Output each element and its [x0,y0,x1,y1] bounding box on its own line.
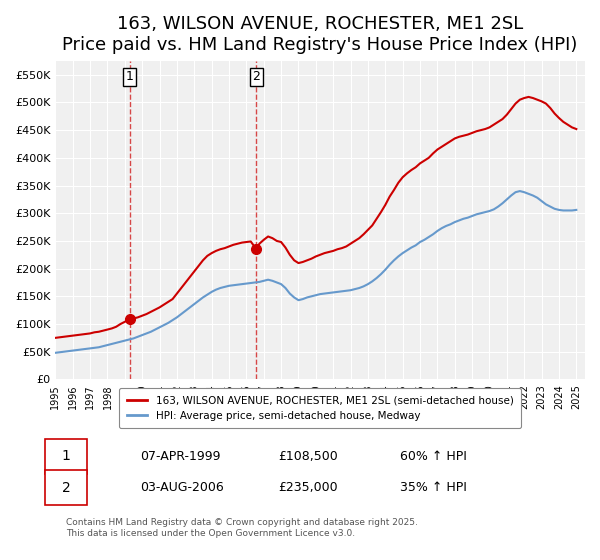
Title: 163, WILSON AVENUE, ROCHESTER, ME1 2SL
Price paid vs. HM Land Registry's House P: 163, WILSON AVENUE, ROCHESTER, ME1 2SL P… [62,15,578,54]
FancyBboxPatch shape [45,470,87,505]
Text: 1: 1 [62,449,70,463]
Text: 1: 1 [125,71,133,83]
Text: 35% ↑ HPI: 35% ↑ HPI [400,482,467,494]
Text: £235,000: £235,000 [278,482,337,494]
Text: £108,500: £108,500 [278,450,338,463]
Text: 07-APR-1999: 07-APR-1999 [140,450,221,463]
Legend: 163, WILSON AVENUE, ROCHESTER, ME1 2SL (semi-detached house), HPI: Average price: 163, WILSON AVENUE, ROCHESTER, ME1 2SL (… [119,388,521,428]
Text: 60% ↑ HPI: 60% ↑ HPI [400,450,467,463]
Text: 03-AUG-2006: 03-AUG-2006 [140,482,224,494]
FancyBboxPatch shape [45,439,87,474]
Text: 2: 2 [62,481,70,495]
Text: Contains HM Land Registry data © Crown copyright and database right 2025.
This d: Contains HM Land Registry data © Crown c… [66,518,418,538]
Text: 2: 2 [253,71,260,83]
